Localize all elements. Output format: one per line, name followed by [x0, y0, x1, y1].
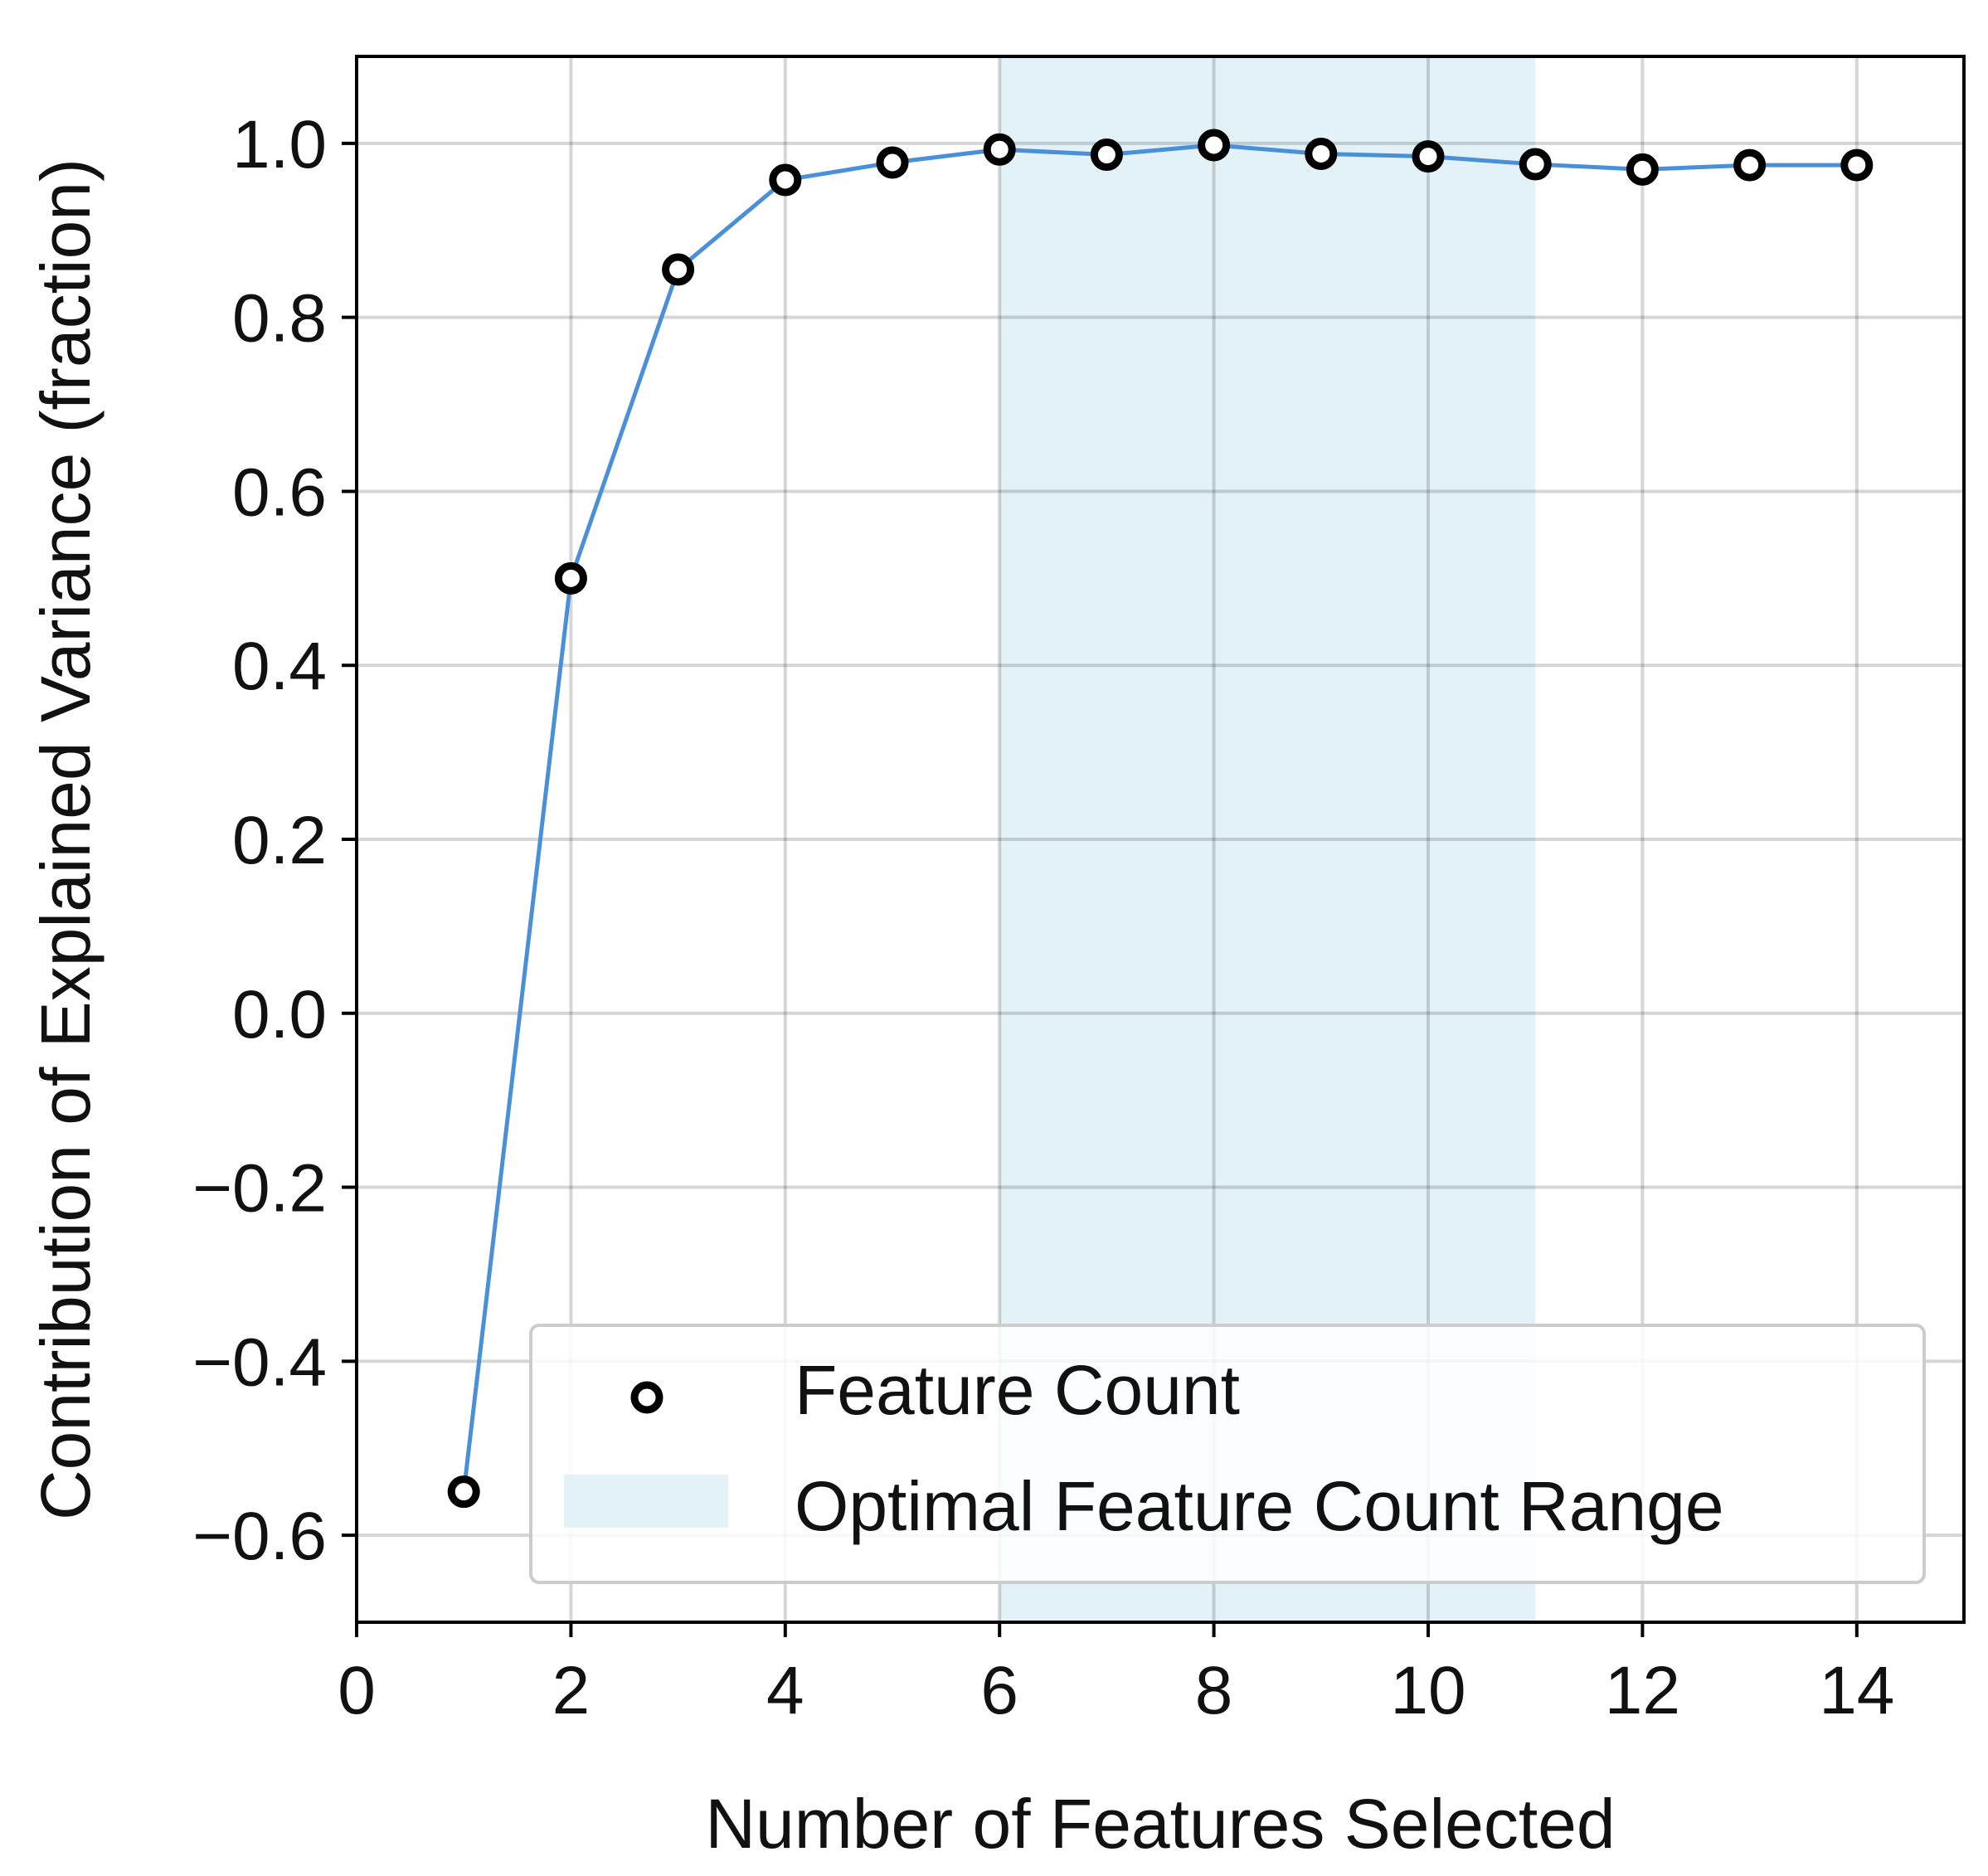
series-line	[461, 143, 1857, 1492]
legend-box	[529, 1324, 1926, 1584]
x-tick-label: 12	[1605, 1653, 1680, 1728]
tick-layer: 0 2 4 6 8 10 12 14 −0.6 −0.4 −0.2 0.0 0.2 0.4 0.6 0.8 1.…	[192, 107, 1894, 1728]
data-point	[1090, 139, 1123, 172]
data-point	[1626, 153, 1659, 186]
y-tick-label: −0.2	[192, 1151, 327, 1227]
data-point	[554, 561, 587, 595]
y-tick-label: 1.0	[232, 107, 327, 182]
x-tick-label: 10	[1390, 1653, 1465, 1728]
data-point	[662, 253, 695, 286]
y-tick-label: −0.6	[192, 1499, 327, 1574]
legend-swatch-optimal-range	[564, 1475, 728, 1528]
data-point	[1412, 140, 1445, 173]
legend-label-feature-count: Feature Count	[795, 1351, 1240, 1429]
y-tick-label: 0.6	[232, 454, 327, 530]
data-point	[1519, 148, 1552, 181]
y-tick-label: 0.2	[232, 803, 327, 878]
x-tick-label: 8	[1195, 1653, 1233, 1728]
legend: Feature Count Optimal Feature Count Rang…	[529, 1324, 1926, 1584]
data-point	[1733, 148, 1767, 182]
y-tick-label: 0.4	[232, 629, 327, 704]
series-layer	[447, 129, 1874, 1509]
x-tick-label: 4	[766, 1653, 804, 1728]
data-point	[769, 163, 802, 197]
y-tick-label: 0.0	[232, 977, 327, 1052]
x-tick-label: 14	[1819, 1653, 1894, 1728]
data-point	[983, 133, 1016, 166]
y-axis-label: Contribution of Explained Variance (frac…	[27, 158, 105, 1520]
data-point	[1840, 148, 1874, 182]
y-tick-label: −0.4	[192, 1324, 327, 1400]
legend-marker-feature-count	[630, 1381, 663, 1414]
x-tick-label: 6	[980, 1653, 1018, 1728]
data-point	[876, 146, 909, 179]
x-tick-label: 0	[338, 1653, 376, 1728]
data-point	[447, 1475, 480, 1509]
data-point	[1198, 129, 1231, 162]
data-point	[1305, 137, 1338, 170]
legend-label-optimal-range: Optimal Feature Count Range	[795, 1467, 1724, 1545]
x-axis-label: Number of Features Selected	[705, 1785, 1615, 1863]
y-tick-label: 0.8	[232, 281, 327, 357]
x-tick-label: 2	[552, 1653, 591, 1728]
